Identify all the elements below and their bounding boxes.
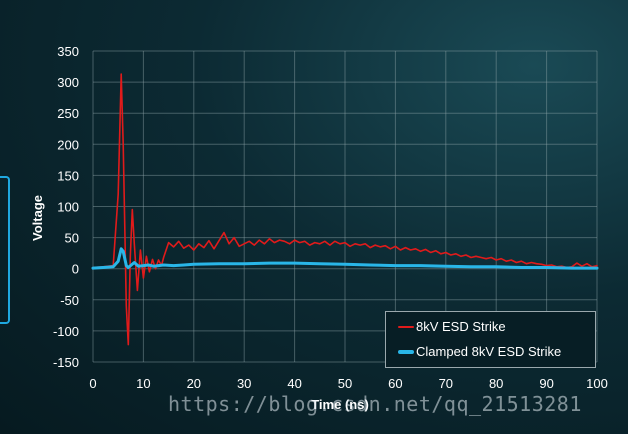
x-tick-label: 30 [237,376,251,391]
series-line-clamped-strike [91,247,599,270]
y-tick-label: -100 [53,324,79,339]
legend-item-esd-strike: 8kV ESD Strike [398,319,506,334]
y-tick-label: 50 [65,231,79,246]
x-tick-label: 40 [287,376,301,391]
legend: 8kV ESD Strike Clamped 8kV ESD Strike [385,311,596,368]
x-tick-labels: 0 10 20 30 40 50 60 70 80 90 100 [89,376,607,391]
x-tick-label: 50 [338,376,352,391]
x-tick-label: 100 [586,376,608,391]
y-tick-label: 350 [57,44,79,59]
x-tick-label: 90 [539,376,553,391]
y-tick-label: 200 [57,137,79,152]
y-tick-label: -150 [53,355,79,370]
watermark-text: https://blog.csdn.net/qq_21513281 [168,392,582,416]
legend-item-clamped-strike: Clamped 8kV ESD Strike [398,344,561,359]
x-tick-label: 60 [388,376,402,391]
y-axis-label: Voltage [30,195,45,241]
y-tick-label: -50 [60,293,79,308]
legend-swatch-blue [398,349,414,354]
series-line-esd-strike [92,73,598,346]
legend-swatch-red [398,325,414,328]
y-tick-label: 300 [57,75,79,90]
x-tick-label: 20 [187,376,201,391]
x-tick-label: 10 [136,376,150,391]
series-group [91,73,599,346]
y-tick-label: 150 [57,168,79,183]
y-tick-label: 100 [57,200,79,215]
x-axis-label: Time (ns) [311,397,369,412]
y-tick-label: 0 [72,262,79,277]
y-tick-labels: 350 300 250 200 150 100 50 0 -50 -100 -150 [53,44,79,370]
y-tick-label: 250 [57,106,79,121]
x-tick-label: 70 [439,376,453,391]
legend-label: 8kV ESD Strike [416,319,506,334]
legend-label: Clamped 8kV ESD Strike [416,344,562,359]
side-tab-marker [0,176,10,324]
x-tick-label: 80 [489,376,503,391]
grid [92,50,598,363]
x-tick-label: 0 [89,376,96,391]
